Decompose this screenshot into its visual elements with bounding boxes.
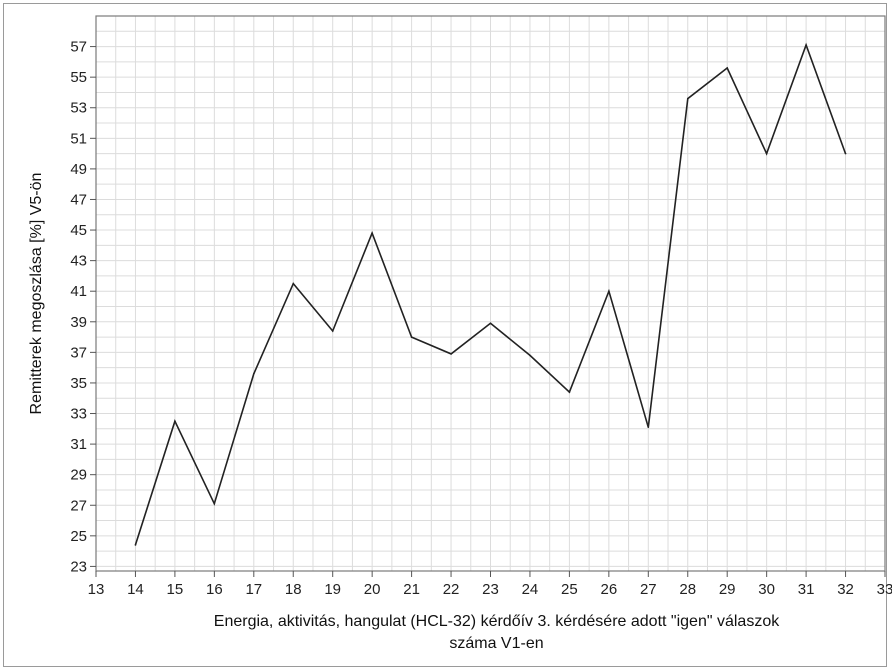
data-point (292, 282, 295, 285)
data-point (174, 420, 176, 422)
y-tick-label: 39 (70, 314, 87, 331)
data-point (726, 67, 728, 69)
x-axis-title-line-1: Energia, aktivitás, hangulat (HCL-32) ké… (214, 613, 780, 630)
x-tick-label: 20 (364, 581, 381, 598)
y-tick-label: 29 (70, 467, 87, 484)
x-tick-label: 13 (88, 581, 105, 598)
x-axis: 13 14 15 16 17 18 19 20 21 22 23 24 25 26 27 28 29 30 31 32… (88, 571, 892, 598)
y-tick-label: 51 (70, 130, 87, 147)
data-point (489, 322, 492, 325)
y-axis: 23 25 27 29 31 33 35 37 39 41 43 45 47 49 51 53 55 57 (70, 39, 96, 575)
data-point (253, 372, 255, 375)
y-tick-label: 23 (70, 558, 87, 575)
x-tick-label: 25 (561, 581, 578, 598)
series-layer (134, 42, 847, 546)
y-tick-label: 27 (70, 497, 87, 514)
data-point (765, 152, 768, 155)
x-tick-label: 33 (877, 581, 892, 598)
x-tick-label: 26 (601, 581, 618, 598)
x-tick-label: 22 (443, 581, 460, 598)
y-tick-label: 55 (70, 69, 87, 86)
y-tick-label: 45 (70, 222, 87, 239)
x-tick-label: 27 (640, 581, 657, 598)
data-point (410, 336, 413, 338)
y-tick-label: 43 (70, 253, 87, 270)
x-tick-label: 16 (206, 581, 223, 598)
y-tick-label: 47 (70, 191, 87, 208)
y-tick-label: 53 (70, 100, 87, 117)
y-tick-label: 35 (70, 375, 87, 392)
data-point (450, 353, 452, 355)
data-point (529, 354, 531, 357)
data-point (608, 290, 610, 293)
grid (95, 15, 886, 571)
x-axis-title-line-2: száma V1-en (449, 635, 543, 652)
x-tick-label: 31 (798, 581, 815, 598)
data-point (331, 330, 334, 332)
data-point (686, 97, 689, 100)
x-tick-label: 15 (167, 581, 184, 598)
chart-frame (3, 3, 887, 667)
y-tick-label: 37 (70, 344, 87, 361)
x-tick-label: 30 (758, 581, 775, 598)
x-tick-label: 18 (285, 581, 302, 598)
y-tick-label: 41 (70, 283, 87, 300)
x-tick-label: 32 (837, 581, 854, 598)
data-point (371, 232, 373, 234)
data-point (134, 544, 137, 546)
data-point (213, 502, 216, 505)
x-tick-label: 23 (482, 581, 499, 598)
x-tick-label: 28 (679, 581, 696, 598)
data-point (568, 391, 571, 393)
data-point (805, 44, 807, 46)
x-tick-label: 19 (324, 581, 341, 598)
y-axis-title: Remitterek megoszlása [%] V5-ön (28, 173, 45, 415)
y-tick-label: 33 (70, 406, 87, 423)
y-tick-label: 57 (70, 39, 87, 56)
x-tick-label: 24 (522, 581, 539, 598)
y-tick-label: 49 (70, 161, 87, 178)
x-tick-label: 17 (245, 581, 262, 598)
x-tick-label: 29 (719, 581, 736, 598)
data-point (844, 152, 847, 155)
y-tick-label: 25 (70, 528, 87, 545)
y-tick-label: 31 (70, 436, 87, 453)
x-tick-label: 21 (403, 581, 420, 598)
x-tick-label: 14 (127, 581, 144, 598)
data-point (647, 426, 650, 429)
